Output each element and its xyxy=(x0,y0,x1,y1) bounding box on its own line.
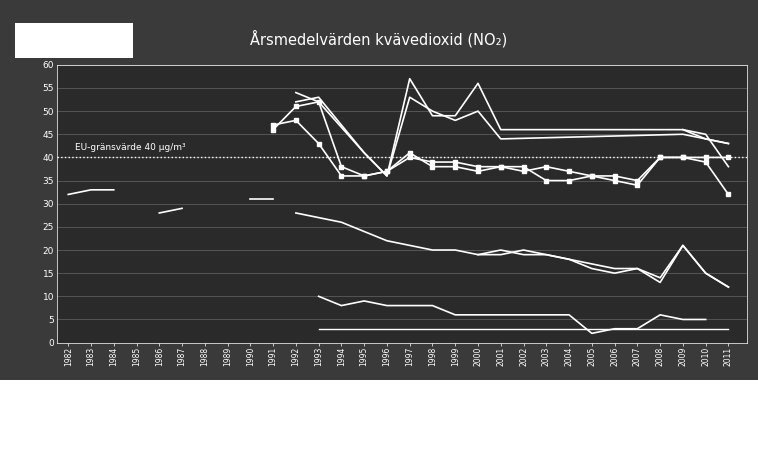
Text: Årsmedelvärden kvävedioxid (NO₂): Årsmedelvärden kvävedioxid (NO₂) xyxy=(250,30,508,48)
Text: EU-gränsvärde 40 µg/m³: EU-gränsvärde 40 µg/m³ xyxy=(75,143,186,152)
Text: NO₂ µg/m³: NO₂ µg/m³ xyxy=(19,43,70,53)
